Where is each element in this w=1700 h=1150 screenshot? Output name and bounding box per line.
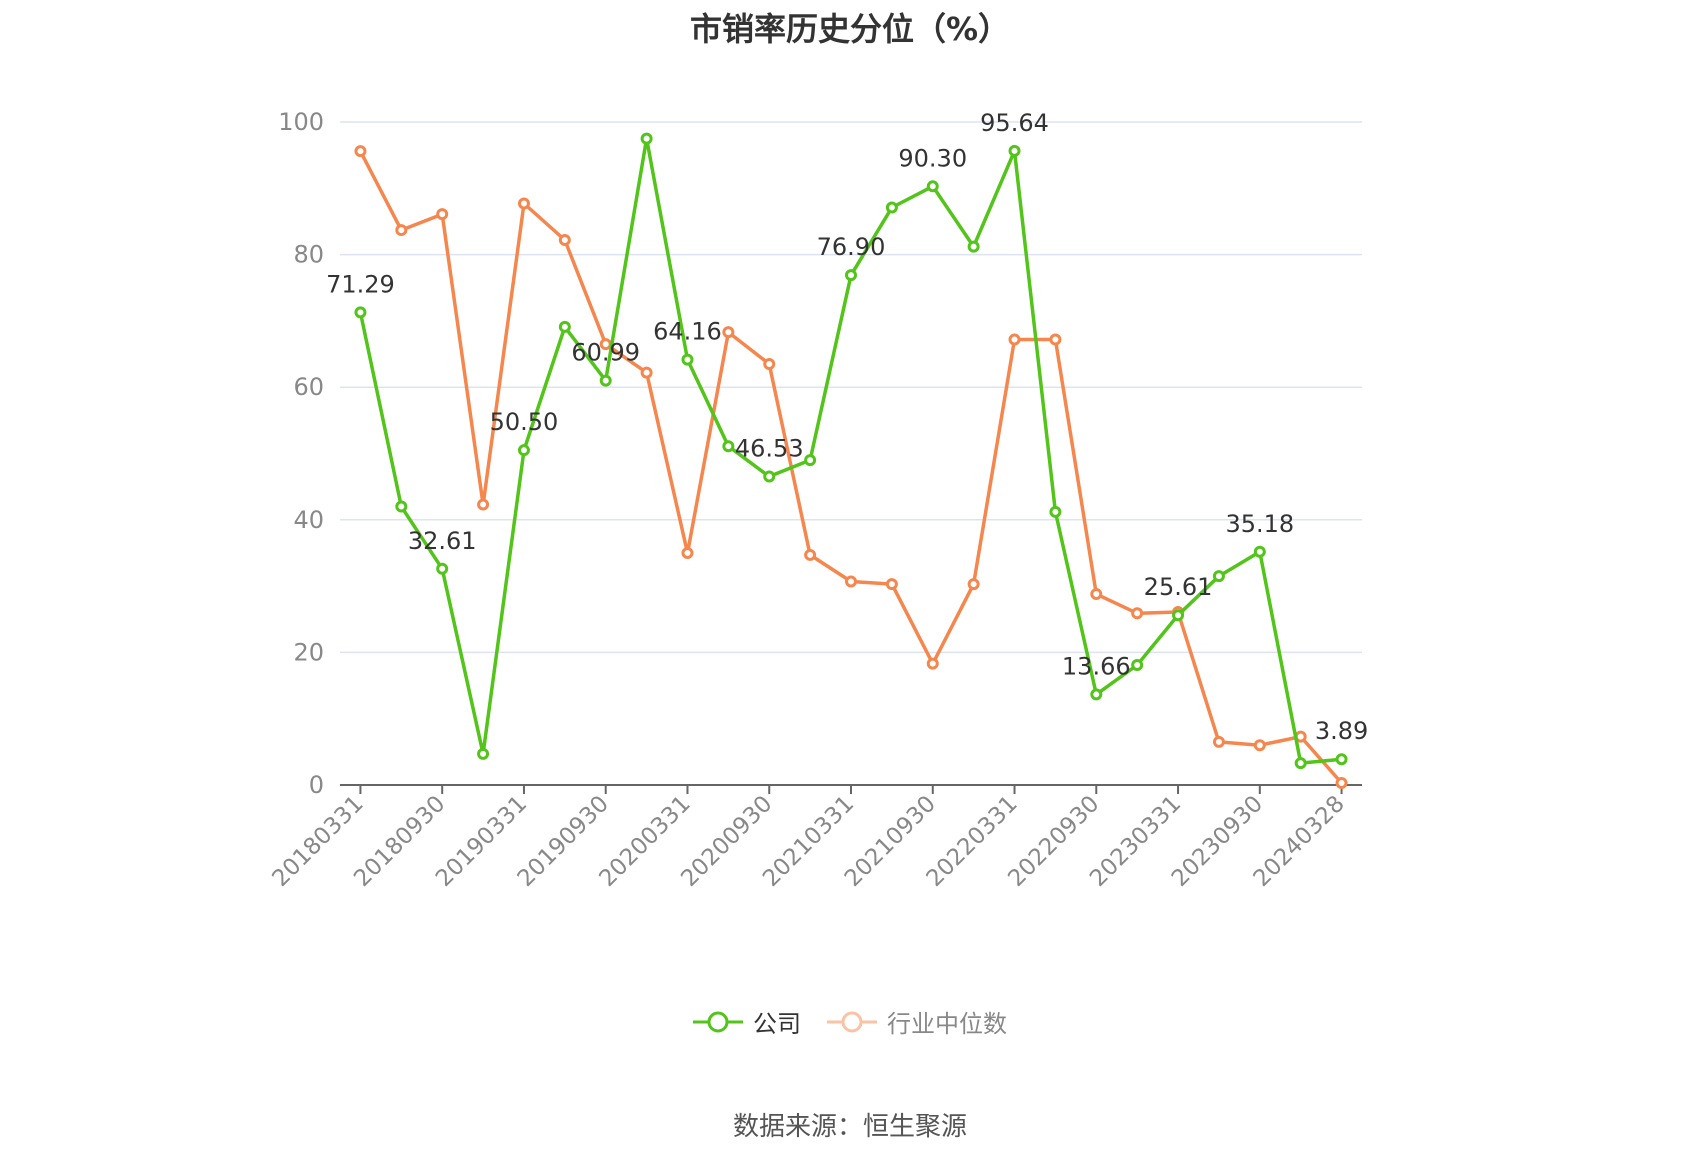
data-source: 数据来源：恒生聚源 [732, 1112, 967, 1142]
point-s1-11 [804, 548, 817, 561]
point-s0-11 [804, 454, 817, 467]
point-s0-8 [681, 353, 694, 366]
point-s0-3 [477, 747, 490, 760]
data-label-24: 3.89 [1315, 717, 1368, 745]
y-tick-label-5: 100 [278, 108, 324, 136]
legend-swatch-industry-median-icon [827, 1011, 877, 1032]
point-s1-16 [1008, 333, 1021, 346]
point-s0-16 [1008, 144, 1021, 157]
data-label-0: 71.29 [326, 270, 395, 298]
point-s0-14 [926, 180, 939, 193]
point-s0-2 [436, 562, 449, 575]
data-label-2: 32.61 [408, 527, 477, 555]
chart-title: 市销率历史分位（%） [689, 10, 1011, 48]
point-s0-18 [1090, 688, 1103, 701]
y-tick-label-1: 20 [293, 638, 324, 666]
legend-item-industry-median[interactable]: 行业中位数 [827, 1004, 1007, 1039]
point-s0-15 [967, 240, 980, 253]
point-s1-15 [967, 578, 980, 591]
point-s1-19 [1131, 607, 1144, 620]
y-tick-label-4: 80 [293, 241, 324, 269]
data-label-12: 76.90 [817, 233, 886, 261]
legend-swatch-company-icon [693, 1011, 743, 1032]
point-s0-4 [517, 444, 530, 457]
data-label-16: 95.64 [980, 109, 1049, 137]
data-label-14: 90.30 [898, 144, 967, 172]
point-s0-9 [722, 440, 735, 453]
point-s0-1 [395, 500, 408, 513]
point-s1-8 [681, 546, 694, 559]
point-s0-12 [845, 269, 857, 282]
data-label-20: 25.61 [1144, 573, 1213, 601]
legend-item-company[interactable]: 公司 [693, 1004, 801, 1039]
point-s1-10 [763, 357, 776, 370]
point-s1-18 [1090, 588, 1103, 601]
point-s0-23 [1294, 757, 1307, 770]
data-label-22: 35.18 [1225, 510, 1294, 538]
point-s0-0 [354, 306, 367, 319]
point-s0-22 [1253, 545, 1266, 558]
point-s1-17 [1049, 333, 1062, 346]
legend-label-company: 公司 [753, 1010, 801, 1038]
point-s1-7 [640, 366, 653, 379]
point-s1-13 [885, 578, 898, 591]
point-s0-7 [640, 132, 653, 145]
point-s1-9 [722, 326, 735, 339]
point-s0-10 [763, 470, 776, 483]
point-s0-20 [1172, 609, 1185, 622]
point-s1-12 [845, 575, 857, 588]
series-lines [354, 132, 1348, 790]
point-s0-5 [558, 320, 571, 333]
point-s1-22 [1253, 739, 1266, 752]
data-label-8: 64.16 [653, 318, 722, 346]
y-tick-label-3: 60 [293, 373, 324, 401]
point-s1-3 [477, 498, 490, 511]
point-s1-21 [1212, 735, 1225, 748]
point-s1-4 [517, 197, 530, 210]
point-s0-17 [1049, 505, 1062, 518]
point-s0-21 [1212, 570, 1225, 583]
point-s0-19 [1131, 658, 1144, 671]
data-label-4: 50.50 [490, 408, 559, 436]
point-s1-14 [926, 657, 939, 670]
data-label-6: 60.99 [571, 339, 640, 367]
point-s1-24 [1335, 777, 1348, 790]
legend-label-industry-median: 行业中位数 [887, 1010, 1007, 1038]
y-tick-label-0: 0 [309, 771, 324, 799]
data-labels: 71.29 32.61 50.50 60.99 64.16 46.53 76.90 90.30… [326, 109, 1368, 745]
point-s1-2 [436, 208, 449, 221]
point-s1-1 [395, 224, 408, 237]
y-tick-label-2: 40 [293, 506, 324, 534]
point-s1-5 [558, 234, 571, 247]
legend: 公司 行业中位数 [0, 1004, 1700, 1039]
point-s0-24 [1335, 753, 1348, 766]
point-s0-6 [599, 374, 612, 387]
point-s1-0 [354, 145, 367, 158]
axes: 0204060801002018033120180930201903312019… [268, 108, 1362, 892]
point-s0-13 [885, 201, 898, 214]
data-label-18: 13.66 [1062, 652, 1131, 680]
data-label-10: 46.53 [735, 435, 804, 463]
